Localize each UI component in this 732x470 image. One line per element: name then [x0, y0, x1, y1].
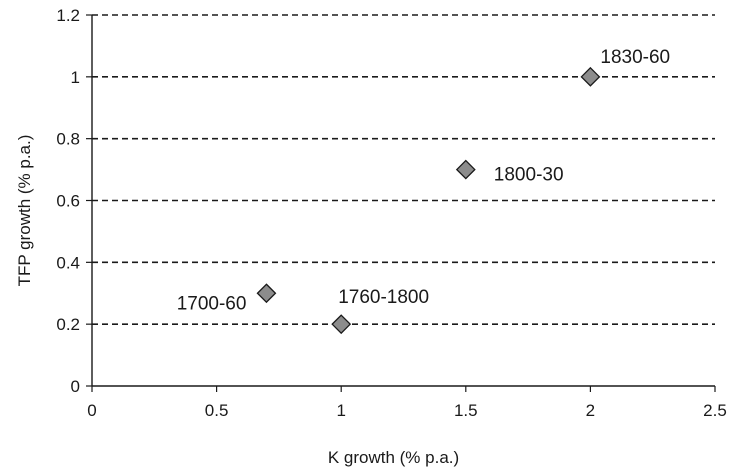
- x-tick-label-2: 1: [336, 401, 345, 420]
- point-label-1700-60: 1700-60: [177, 293, 247, 314]
- y-tick-label-6: 1.2: [56, 6, 80, 25]
- data-points: [256, 66, 601, 335]
- x-tick-label-5: 2.5: [703, 401, 727, 420]
- point-label-1760-1800: 1760-1800: [338, 287, 429, 308]
- x-tick-label-3: 1.5: [454, 401, 478, 420]
- y-tick-label-1: 0.2: [56, 315, 80, 334]
- point-labels: 1700-60 1760-1800 1800-30 1830-60: [177, 47, 670, 314]
- y-tick-label-4: 0.8: [56, 130, 80, 149]
- x-tick-label-4: 2: [586, 401, 595, 420]
- data-point-1800-30: [455, 159, 476, 180]
- y-tick-label-5: 1: [71, 68, 80, 87]
- x-axis-title: K growth (% p.a.): [328, 448, 459, 467]
- y-tick-label-3: 0.6: [56, 192, 80, 211]
- x-tick-label-1: 0.5: [205, 401, 229, 420]
- tick-labels: 0 0.2 0.4 0.6 0.8 1 1.2 0 0.5 1 1.5 2 2.5: [56, 6, 726, 420]
- gridlines: [92, 14, 715, 325]
- data-point-1700-60: [256, 283, 277, 304]
- axes: [86, 14, 716, 392]
- point-label-1830-60: 1830-60: [600, 47, 670, 68]
- x-tick-label-0: 0: [87, 401, 96, 420]
- y-axis-title: TFP growth (% p.a.): [15, 135, 34, 287]
- data-point-1760-1800: [331, 314, 352, 335]
- point-label-1800-30: 1800-30: [494, 165, 564, 186]
- y-tick-label-2: 0.4: [56, 253, 80, 272]
- data-point-1830-60: [580, 66, 601, 87]
- y-tick-label-0: 0: [71, 377, 80, 396]
